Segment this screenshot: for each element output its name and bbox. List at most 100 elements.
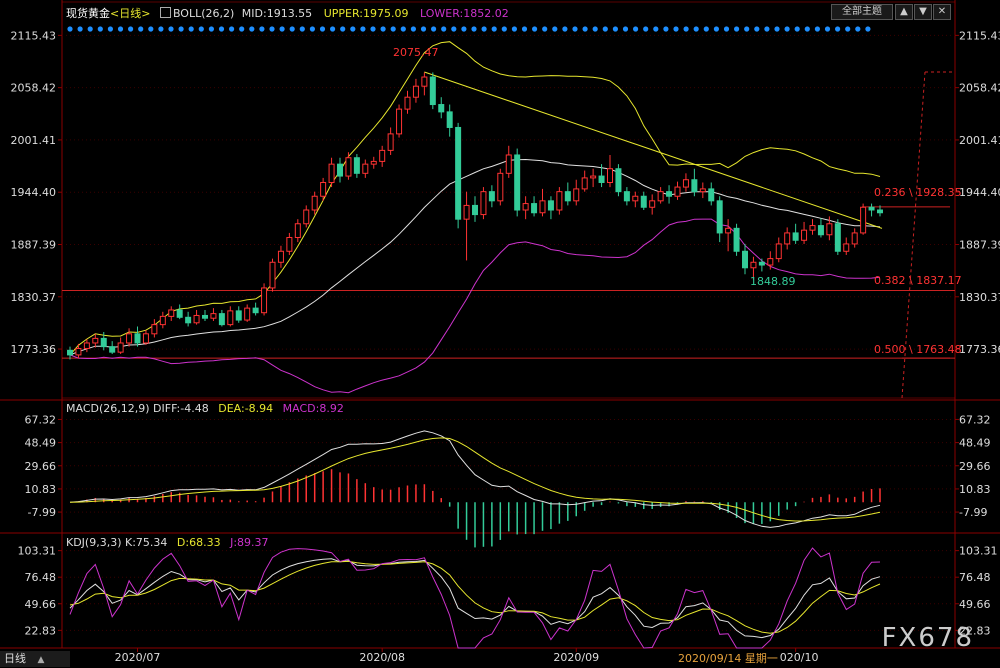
event-dot [663, 26, 669, 32]
candle [396, 108, 403, 135]
candle [674, 186, 681, 197]
kdj-right-tick-label: 76.48 [959, 571, 991, 584]
event-dot [451, 26, 457, 32]
event-dot [279, 26, 285, 32]
event-dot [128, 26, 134, 32]
watermark-logo: FX678 [881, 623, 974, 653]
candle [843, 243, 850, 252]
macd-dea-line [69, 437, 881, 522]
main-right-tick-label: 2115.43 [959, 29, 1000, 42]
scroll-up-button[interactable]: ▲ [895, 4, 913, 20]
candle [497, 172, 504, 202]
kdj-left-tick-label: 76.48 [25, 571, 57, 584]
scroll-down-button[interactable]: ▼ [914, 4, 932, 20]
kdj-left-tick-label: 49.66 [25, 598, 57, 611]
event-dot [77, 26, 83, 32]
macd-left-tick-label: 48.49 [25, 437, 57, 450]
candle [716, 200, 723, 234]
candle [387, 133, 394, 151]
macd-right-tick-label: -7.99 [959, 506, 987, 519]
candle [817, 225, 824, 236]
kdj-left-tick-label: 103.31 [18, 545, 57, 558]
kdj-right-tick-label: 49.66 [959, 598, 991, 611]
candle [193, 314, 200, 324]
candle [539, 200, 546, 214]
candle [404, 96, 411, 110]
fib-projection-line [901, 71, 926, 399]
event-dot [501, 26, 507, 32]
candle [742, 250, 748, 269]
candle [767, 258, 774, 266]
x-axis-label: 2020/07 [115, 651, 161, 664]
macd-legend: MACD(26,12,9) DIFF:-4.48 DEA:-8.94 MACD:… [66, 402, 344, 415]
event-dot [754, 26, 760, 32]
candle [328, 163, 335, 183]
event-dot [431, 26, 437, 32]
candle [100, 337, 107, 348]
fib-0382-label: 0.382 \ 1837.17 [874, 274, 962, 287]
candle [547, 200, 554, 211]
event-dot [713, 26, 720, 32]
event-dot [269, 26, 275, 32]
event-dot [703, 26, 709, 32]
candle [244, 307, 251, 321]
event-dot [178, 26, 184, 32]
candle [235, 310, 242, 321]
event-dot [188, 26, 194, 32]
event-dot [683, 26, 689, 32]
event-dot [299, 26, 305, 32]
trendline [424, 71, 883, 229]
macd-right-tick-label: 48.49 [959, 437, 991, 450]
period-mode-tab[interactable]: 日线 ▲ [0, 651, 70, 667]
candle [514, 154, 521, 211]
event-dot [319, 26, 326, 32]
event-dot [542, 26, 548, 32]
candle [598, 175, 605, 183]
candle [573, 188, 580, 202]
event-dot [420, 26, 427, 32]
candle [286, 237, 293, 252]
event-dot [67, 26, 73, 32]
macd-left-tick-label: -7.99 [28, 506, 56, 519]
x-axis-label: 2020/10 [773, 651, 819, 664]
main-panel-frame [61, 1, 956, 399]
event-dot [218, 26, 225, 32]
candle [868, 206, 875, 211]
event-dot [229, 26, 235, 32]
kdj-k-line [69, 558, 881, 639]
boll-lower-line [69, 218, 881, 394]
event-dot [491, 26, 497, 32]
kdj-j-line [69, 547, 881, 649]
main-left-tick-label: 1773.36 [11, 343, 57, 356]
event-dot [622, 26, 629, 32]
macd-diff: DIFF:-4.48 [153, 402, 209, 415]
event-dot [855, 26, 861, 32]
event-dot [572, 26, 578, 32]
event-dot [360, 26, 366, 32]
mode-arrow-icon: ▲ [37, 655, 45, 665]
main-right-tick-label: 2001.41 [959, 134, 1000, 147]
event-dot [633, 26, 639, 32]
event-dot [390, 26, 396, 32]
period-label[interactable]: <日线> [110, 7, 151, 20]
main-right-tick-label: 1887.39 [959, 238, 1000, 251]
close-icon[interactable]: ✕ [933, 4, 951, 20]
candle [522, 203, 529, 211]
event-dot [208, 26, 214, 32]
all-themes-button[interactable]: 全部主题 [831, 4, 893, 20]
candle [623, 191, 630, 202]
symbol-name: 现货黄金 [66, 7, 110, 20]
candle [185, 316, 192, 324]
event-dot [734, 26, 740, 32]
candle [480, 191, 487, 216]
candle [750, 261, 757, 269]
candle [455, 126, 462, 220]
fib-0500-label: 0.500 \ 1763.48 [874, 343, 962, 356]
main-left-tick-label: 1887.39 [11, 238, 57, 251]
candle [370, 160, 377, 165]
boll-upper-line [69, 41, 881, 356]
candle [708, 188, 715, 202]
candle [83, 342, 90, 349]
main-left-tick-label: 2001.41 [11, 134, 57, 147]
